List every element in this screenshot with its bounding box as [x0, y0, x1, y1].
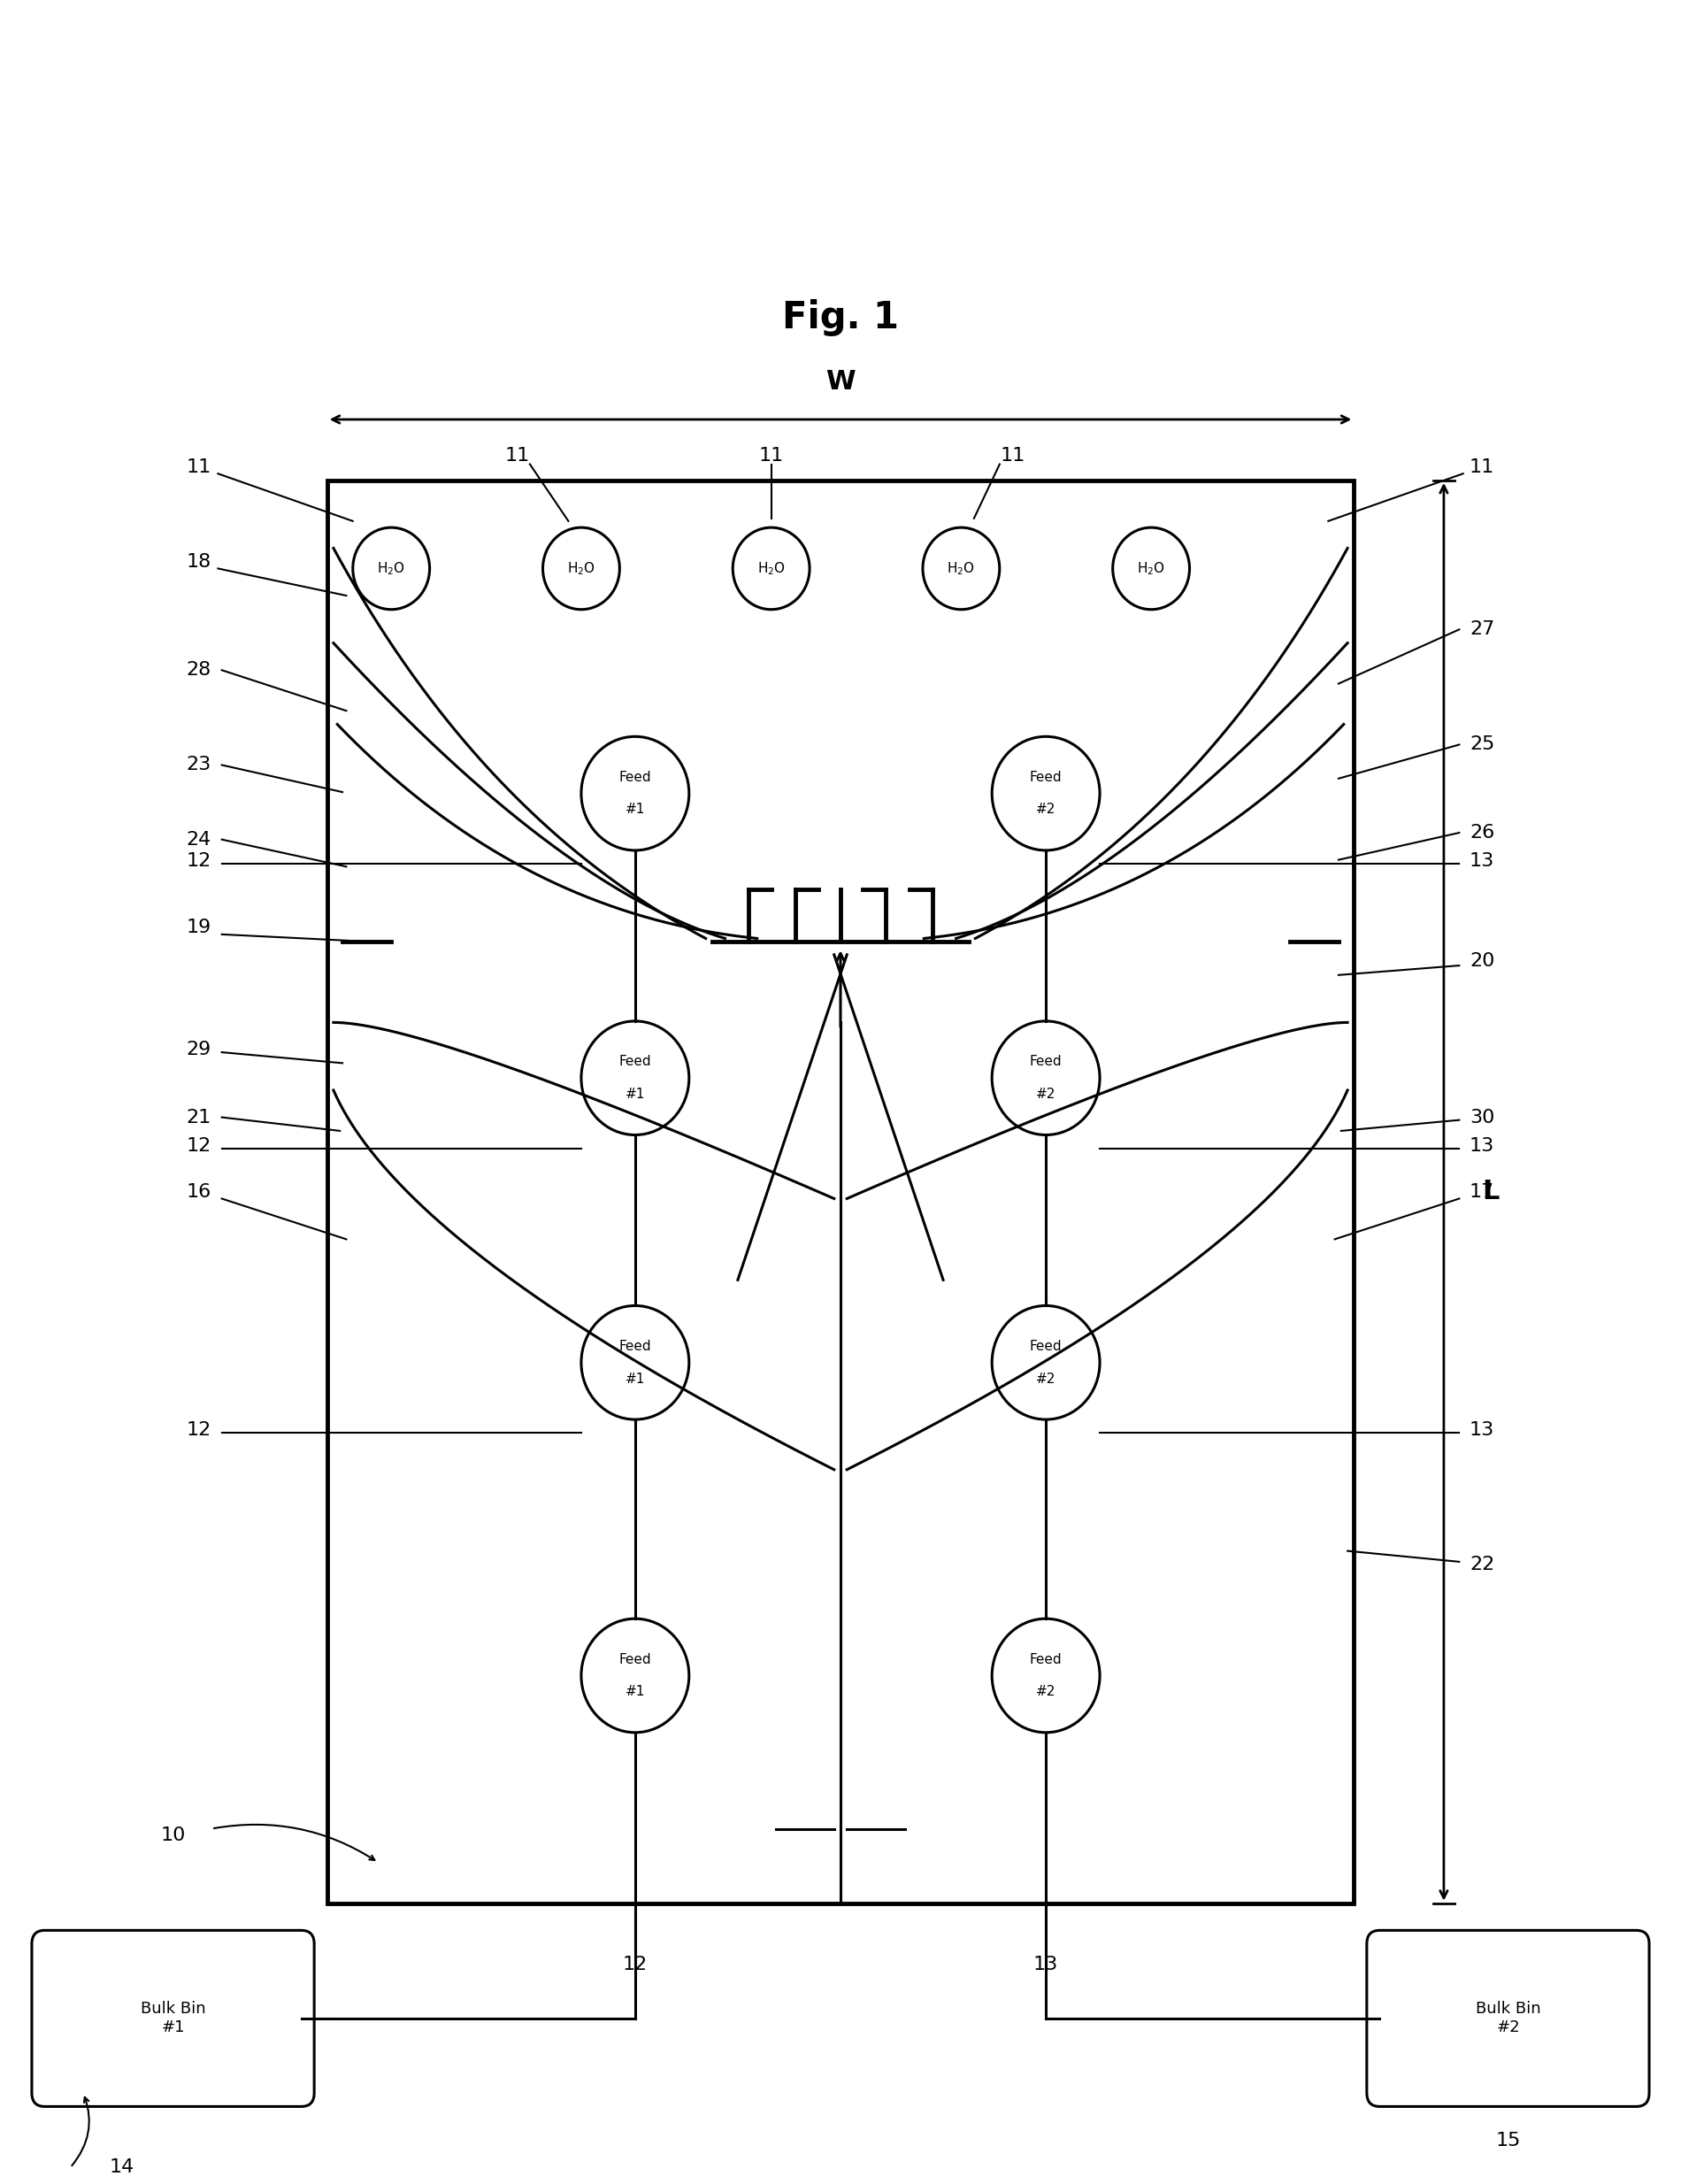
Text: H$_2$O: H$_2$O [566, 561, 595, 577]
Text: #2: #2 [1035, 1686, 1056, 1699]
Text: 12: 12 [622, 1955, 647, 1972]
Text: Feed: Feed [619, 771, 651, 784]
Text: 17: 17 [1469, 1184, 1494, 1201]
Text: 21: 21 [187, 1109, 212, 1127]
Text: 11: 11 [1469, 459, 1494, 476]
Text: 25: 25 [1469, 736, 1494, 753]
Text: 14: 14 [109, 2158, 134, 2175]
Text: Feed: Feed [1030, 771, 1062, 784]
Text: 23: 23 [187, 756, 212, 773]
Text: Feed: Feed [619, 1339, 651, 1352]
Text: 11: 11 [1000, 448, 1025, 465]
Text: Feed: Feed [1030, 1653, 1062, 1666]
Text: 26: 26 [1469, 823, 1494, 841]
Text: W: W [825, 369, 856, 395]
Text: 15: 15 [1496, 2132, 1521, 2149]
Text: #1: #1 [625, 1372, 646, 1385]
Text: #2: #2 [1035, 1088, 1056, 1101]
Text: Feed: Feed [1030, 1055, 1062, 1068]
Text: 12: 12 [187, 1422, 212, 1439]
Text: 13: 13 [1034, 1955, 1059, 1972]
Text: 29: 29 [187, 1042, 212, 1059]
Bar [328, 480, 1353, 1902]
Text: 19: 19 [187, 919, 212, 937]
Text: L: L [1483, 1179, 1499, 1206]
Text: 13: 13 [1469, 852, 1494, 869]
Text: H$_2$O: H$_2$O [1136, 561, 1165, 577]
Text: Bulk Bin
#2: Bulk Bin #2 [1476, 2001, 1540, 2035]
Text: 12: 12 [187, 852, 212, 869]
Text: H$_2$O: H$_2$O [377, 561, 405, 577]
Text: 12: 12 [187, 1138, 212, 1155]
Text: Fig. 1: Fig. 1 [782, 299, 899, 336]
Text: 18: 18 [187, 553, 212, 570]
Text: 13: 13 [1469, 1138, 1494, 1155]
Text: 30: 30 [1469, 1109, 1494, 1127]
Text: 11: 11 [187, 459, 212, 476]
Text: #1: #1 [625, 804, 646, 817]
Text: #1: #1 [625, 1686, 646, 1699]
Text: 10: 10 [161, 1826, 187, 1843]
Text: 27: 27 [1469, 620, 1494, 638]
Text: Feed: Feed [1030, 1339, 1062, 1352]
Text: H$_2$O: H$_2$O [756, 561, 785, 577]
Text: 22: 22 [1469, 1555, 1494, 1572]
Text: 13: 13 [1469, 1422, 1494, 1439]
Text: 11: 11 [504, 448, 530, 465]
Text: #2: #2 [1035, 804, 1056, 817]
Text: 11: 11 [758, 448, 783, 465]
Text: 16: 16 [187, 1184, 212, 1201]
Text: H$_2$O: H$_2$O [946, 561, 975, 577]
Text: 24: 24 [187, 830, 212, 847]
Text: Feed: Feed [619, 1055, 651, 1068]
Text: Feed: Feed [619, 1653, 651, 1666]
Text: #1: #1 [625, 1088, 646, 1101]
Text: 28: 28 [187, 662, 212, 679]
Text: Bulk Bin
#1: Bulk Bin #1 [141, 2001, 205, 2035]
Text: 20: 20 [1469, 952, 1494, 970]
Text: #2: #2 [1035, 1372, 1056, 1385]
